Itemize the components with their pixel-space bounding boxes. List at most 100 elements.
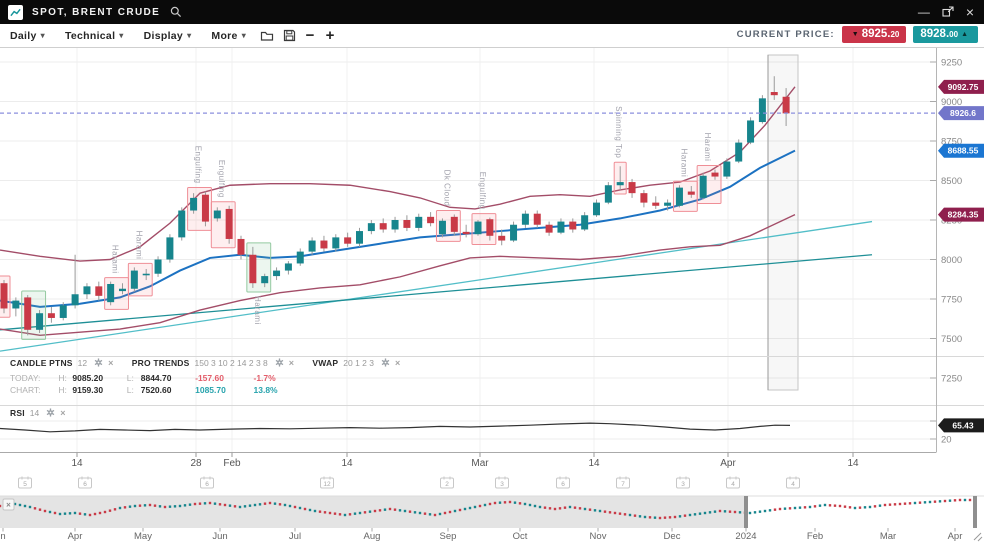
candle[interactable] [604,185,612,203]
event-markers[interactable]: 5 6 6 12 2 3 6 7 3 4 4 [18,476,800,489]
candle[interactable] [675,187,683,206]
candle[interactable] [687,191,695,195]
candle[interactable] [521,213,529,225]
candle[interactable] [711,172,719,177]
close-icon[interactable]: × [394,358,401,368]
candle[interactable] [486,219,494,236]
candle[interactable] [415,216,423,228]
minimize-button[interactable]: — [917,5,930,19]
candle[interactable] [0,283,8,309]
close-icon[interactable]: × [288,358,295,368]
navigator-handle-right[interactable] [973,496,977,528]
candle[interactable] [652,202,660,206]
candle[interactable] [533,213,541,225]
calendar-icon[interactable] [786,477,800,489]
candle[interactable] [379,223,387,230]
candle[interactable] [770,92,778,96]
candle[interactable] [83,286,91,295]
candle[interactable] [699,175,707,198]
menu-more[interactable]: More ▾ [211,29,247,42]
popout-button[interactable] [942,5,954,19]
candle[interactable] [581,215,589,230]
candle[interactable] [450,216,458,232]
close-window-button[interactable]: × [965,4,974,20]
calendar-icon[interactable] [320,477,334,489]
navigator-handle-left[interactable] [744,496,748,528]
gear-icon[interactable] [381,358,390,369]
candle[interactable] [154,259,162,274]
candle[interactable] [130,270,138,289]
candle[interactable] [178,210,186,238]
calendar-icon[interactable] [200,477,214,489]
candle[interactable] [166,237,174,260]
candle[interactable] [36,313,44,330]
candle[interactable] [308,240,316,252]
candle[interactable] [367,223,375,232]
candle[interactable] [142,273,150,276]
candle[interactable] [664,202,672,206]
gear-icon[interactable] [94,358,103,369]
candle[interactable] [225,208,233,239]
candle[interactable] [284,263,292,271]
resize-handle[interactable] [973,532,982,541]
candles[interactable] [0,76,790,336]
calendar-icon[interactable] [726,477,740,489]
zoom-in-button[interactable]: + [325,27,335,44]
candle[interactable] [557,221,565,233]
open-folder-icon[interactable] [256,24,278,47]
gear-icon[interactable] [275,358,284,369]
candle[interactable] [758,98,766,123]
menu-daily[interactable]: Daily ▾ [10,29,45,42]
menu-display[interactable]: Display ▾ [143,29,192,42]
candle[interactable] [569,221,577,230]
zoom-out-button[interactable]: − [305,27,315,44]
candle[interactable] [261,276,269,284]
calendar-icon[interactable] [495,477,509,489]
candle[interactable] [320,240,328,249]
candle[interactable] [344,237,352,244]
candle[interactable] [438,220,446,235]
candle[interactable] [403,220,411,228]
candle[interactable] [427,216,435,224]
candle[interactable] [391,220,399,230]
close-icon[interactable]: × [60,408,66,418]
save-icon[interactable] [278,24,300,47]
candle[interactable] [474,221,482,235]
candle[interactable] [356,231,363,244]
candle[interactable] [273,270,281,277]
candle[interactable] [545,224,553,233]
candle[interactable] [71,294,79,306]
candle[interactable] [59,305,67,318]
gear-icon[interactable] [46,408,55,419]
close-icon[interactable]: × [108,358,114,368]
candle[interactable] [640,193,648,203]
candle[interactable] [332,237,340,249]
menu-technical[interactable]: Technical ▾ [64,29,124,42]
calendar-icon[interactable] [78,477,92,489]
candle[interactable] [107,283,115,303]
candle[interactable] [747,120,755,143]
candle[interactable] [24,297,32,330]
candle[interactable] [237,238,245,255]
candle[interactable] [190,197,198,211]
calendar-icon[interactable] [18,477,32,489]
close-icon[interactable]: × [6,501,11,510]
navigator-close-button[interactable] [2,498,15,511]
candle[interactable] [782,96,790,114]
navigator[interactable]: × n Apr May Jun Jul Aug Sep Oct Nov Dec 2024 Feb Mar A… [0,495,984,542]
calendar-icon[interactable] [556,477,570,489]
candle[interactable] [95,286,103,296]
candle[interactable] [498,235,506,241]
calendar-icon[interactable] [440,477,454,489]
calendar-icon[interactable] [676,477,690,489]
candle[interactable] [628,182,636,194]
candle[interactable] [616,182,624,186]
candle[interactable] [510,224,518,241]
candle[interactable] [296,251,304,264]
candle[interactable] [213,210,221,219]
candle[interactable] [249,254,257,284]
candle[interactable] [593,202,600,216]
candle[interactable] [201,194,209,222]
candle[interactable] [47,313,55,318]
search-icon[interactable] [170,6,182,18]
